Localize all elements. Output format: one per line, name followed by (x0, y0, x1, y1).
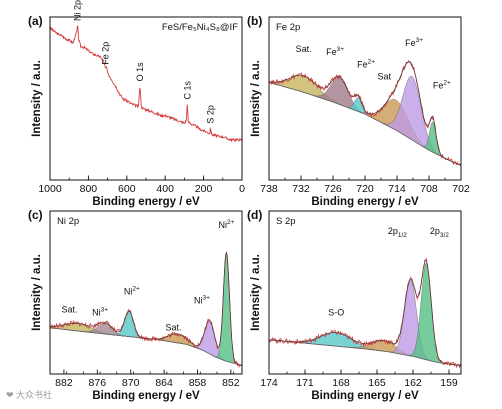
fit-envelope-b (269, 61, 461, 166)
x-tick-label-b-4: 714 (388, 183, 406, 195)
x-axis-label-b: Binding energy / eV (311, 196, 419, 208)
x-tick-label-b-1: 732 (292, 183, 310, 195)
peak-label-c-3: Sat. (166, 323, 182, 333)
x-tick-label-d-3: 165 (368, 377, 386, 389)
peak-label-b-4: Fe3+ (405, 37, 423, 48)
peak-label-b-0: Sat. (296, 44, 312, 54)
x-tick-label-a-2: 600 (118, 183, 136, 195)
panel-label-b: (b) (247, 14, 262, 28)
x-tick-label-c-5: 852 (222, 377, 240, 389)
peak-label-b-5: Fe2+ (433, 79, 451, 90)
background-line-d (269, 339, 461, 366)
watermark: ❤ 大众书社 (6, 390, 53, 400)
x-tick-label-a-0: 1000 (38, 183, 62, 195)
x-tick-label-d-2: 168 (332, 377, 350, 389)
element-label-3: C 1s (182, 81, 192, 100)
panel-label-a: (a) (28, 14, 43, 28)
x-tick-label-d-4: 162 (404, 377, 422, 389)
plot-area-c (50, 251, 242, 369)
x-tick-label-c-4: 858 (189, 377, 207, 389)
peak-label-b-2: Fe2+ (357, 58, 375, 69)
plot-area-a (50, 25, 242, 143)
peak-label-c-4: Ni3+ (194, 295, 210, 306)
x-tick-label-c-0: 882 (55, 377, 73, 389)
peak-label-c-5: Ni2+ (218, 219, 234, 230)
x-tick-label-b-3: 720 (356, 183, 374, 195)
fit-envelope-d (269, 259, 461, 366)
fit-envelope-c (50, 252, 242, 366)
panel-d-s2p: S-O 2p1/2 2p3/2 174 171 168 165 162 159 Binding e… (247, 208, 462, 402)
x-tick-label-d-0: 174 (260, 377, 278, 389)
element-label-0: Ni 2p (73, 0, 83, 21)
peak-label-c-0: Sat. (61, 305, 77, 315)
peak-b-5 (269, 82, 461, 166)
element-label-4: S 2p (206, 105, 216, 124)
axes-frame-b (268, 16, 462, 181)
peak-label-b-1: Fe3+ (326, 46, 344, 57)
x-tick-label-b-2: 726 (324, 183, 342, 195)
x-tick-label-b-5: 708 (420, 183, 438, 195)
x-tick-label-d-1: 171 (296, 377, 314, 389)
x-tick-label-b-6: 702 (452, 183, 470, 195)
x-tick-label-a-1: 800 (80, 183, 98, 195)
x-tick-label-d-5: 159 (440, 377, 458, 389)
panel-title-b: Fe 2p (276, 22, 300, 33)
x-axis-label-a: Binding energy / eV (92, 196, 200, 208)
panel-a-survey: Ni 2p Fe 2p O 1s C 1s S 2p 1000 800 600 400 200 0 B… (28, 0, 245, 208)
x-tick-label-a-4: 200 (195, 183, 213, 195)
peak-label-d-2: 2p3/2 (430, 226, 449, 239)
y-axis-label-d: Intensity / a.u. (250, 254, 262, 331)
peak-label-d-0: S-O (328, 308, 344, 318)
peak-label-c-2: Ni2+ (124, 286, 140, 297)
peak-label-c-1: Ni3+ (92, 307, 108, 318)
panel-title-a: FeS/Fe₅Ni₄S₈@IF (162, 22, 238, 33)
y-axis-label-a: Intensity / a.u. (31, 60, 43, 137)
panel-label-c: (c) (28, 208, 43, 222)
background-line-b (269, 81, 461, 166)
panel-label-d: (d) (247, 208, 262, 222)
x-tick-label-b-0: 738 (260, 183, 278, 195)
x-tick-label-c-1: 876 (89, 377, 107, 389)
x-tick-label-c-2: 870 (122, 377, 140, 389)
axes-frame-c (49, 210, 243, 375)
plot-area-b (269, 59, 461, 167)
peak-label-b-3: Sat (377, 71, 391, 81)
axes-frame-d (268, 210, 462, 375)
x-tick-label-a-5: 0 (239, 183, 245, 195)
panel-title-c: Ni 2p (57, 216, 79, 227)
x-axis-label-c: Binding energy / eV (92, 390, 200, 402)
element-label-1: Fe 2p (100, 42, 110, 65)
peak-label-d-1: 2p1/2 (388, 226, 407, 239)
element-label-2: O 1s (135, 62, 145, 82)
panel-c-ni2p: Sat. Ni3+ Ni2+ Sat. Ni3+ Ni2+ 882 876 870 864 858 8… (28, 208, 243, 402)
axes-frame-a (49, 16, 243, 181)
y-axis-label-b: Intensity / a.u. (250, 60, 262, 137)
x-tick-label-c-3: 864 (155, 377, 173, 389)
panel-title-d: S 2p (276, 216, 296, 227)
plot-area-d (269, 257, 461, 369)
y-axis-label-c: Intensity / a.u. (31, 254, 43, 331)
x-tick-label-a-3: 400 (156, 183, 174, 195)
survey-spectrum (50, 25, 242, 143)
x-axis-label-d: Binding energy / eV (311, 390, 419, 402)
